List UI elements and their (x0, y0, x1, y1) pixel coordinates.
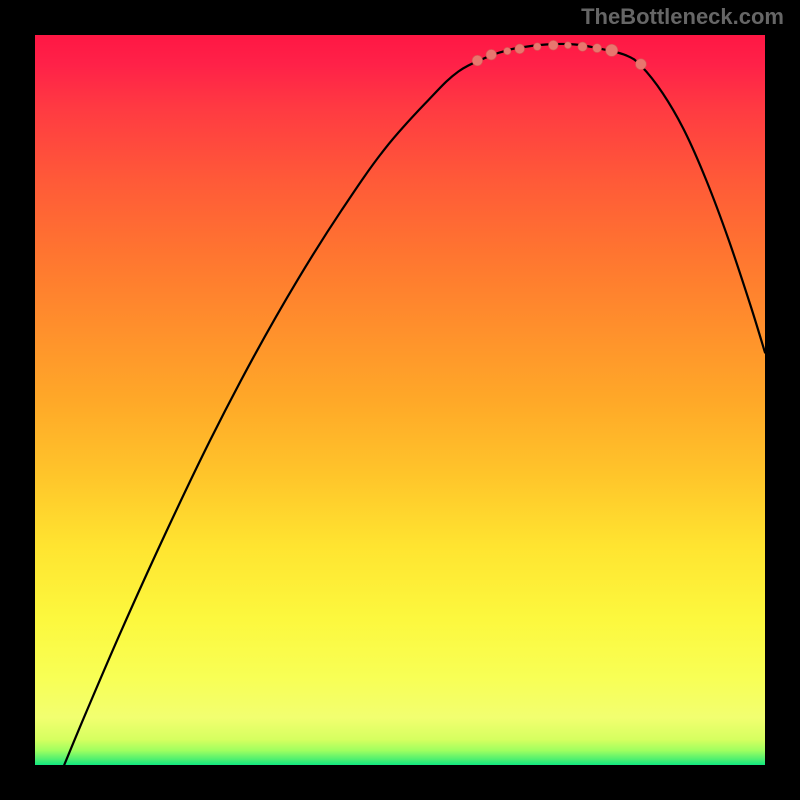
curve-marker (578, 42, 587, 51)
attribution-label: TheBottleneck.com (581, 4, 784, 30)
curve-marker (565, 42, 572, 49)
curve-marker (549, 40, 559, 50)
curve-marker (593, 44, 602, 53)
curve-layer (35, 35, 765, 765)
plot-area (35, 35, 765, 765)
bottleneck-curve (64, 44, 765, 765)
curve-marker (504, 47, 511, 54)
curve-marker (606, 44, 618, 56)
curve-marker (472, 55, 482, 65)
curve-marker (486, 50, 496, 60)
chart-container: TheBottleneck.com (0, 0, 800, 800)
curve-marker (533, 43, 541, 51)
curve-marker (636, 59, 647, 70)
curve-marker (515, 44, 525, 54)
